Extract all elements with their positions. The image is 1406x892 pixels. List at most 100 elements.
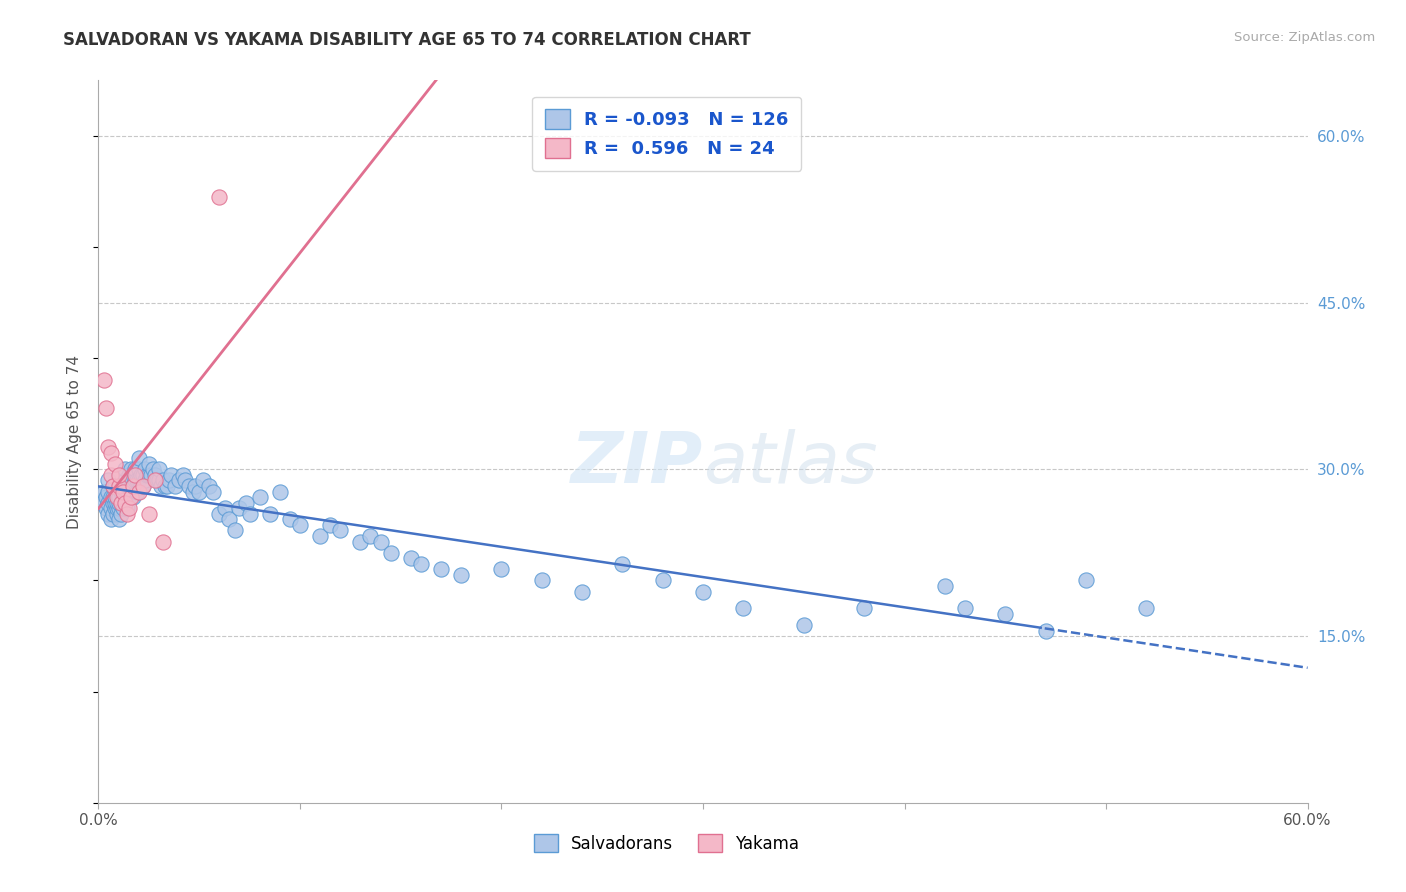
- Point: [114, 462, 136, 476]
- Point: [148, 474, 170, 488]
- Point: [111, 484, 134, 499]
- Point: [793, 618, 815, 632]
- Point: [105, 490, 128, 504]
- Point: [430, 562, 453, 576]
- Point: [288, 517, 311, 532]
- Point: [107, 490, 129, 504]
- Point: [100, 490, 122, 504]
- Point: [530, 574, 553, 588]
- Point: [138, 507, 160, 521]
- Point: [239, 507, 262, 521]
- Point: [111, 490, 134, 504]
- Point: [138, 467, 160, 482]
- Point: [128, 484, 150, 499]
- Point: [110, 507, 132, 521]
- Point: [278, 512, 301, 526]
- Point: [129, 467, 152, 482]
- Text: Source: ZipAtlas.com: Source: ZipAtlas.com: [1234, 31, 1375, 45]
- Point: [97, 507, 120, 521]
- Point: [399, 551, 422, 566]
- Point: [114, 474, 136, 488]
- Point: [100, 512, 122, 526]
- Point: [101, 507, 124, 521]
- Point: [174, 474, 197, 488]
- Point: [612, 557, 634, 571]
- Point: [152, 474, 174, 488]
- Point: [156, 479, 179, 493]
- Point: [124, 462, 146, 476]
- Point: [733, 601, 755, 615]
- Point: [491, 562, 513, 576]
- Point: [110, 496, 132, 510]
- Point: [97, 484, 120, 499]
- Point: [101, 496, 124, 510]
- Legend: Salvadorans, Yakama: Salvadorans, Yakama: [527, 828, 806, 860]
- Point: [224, 524, 246, 538]
- Point: [114, 484, 136, 499]
- Point: [114, 496, 136, 510]
- Point: [96, 501, 118, 516]
- Point: [107, 467, 129, 482]
- Point: [132, 479, 155, 493]
- Point: [1035, 624, 1057, 638]
- Point: [97, 440, 120, 454]
- Point: [110, 484, 132, 499]
- Point: [167, 474, 190, 488]
- Point: [103, 457, 125, 471]
- Point: [114, 496, 136, 510]
- Point: [118, 467, 141, 482]
- Point: [100, 445, 122, 459]
- Point: [120, 490, 142, 504]
- Point: [181, 484, 204, 499]
- Point: [120, 484, 142, 499]
- Point: [228, 501, 250, 516]
- Point: [121, 479, 143, 493]
- Point: [160, 467, 183, 482]
- Y-axis label: Disability Age 65 to 74: Disability Age 65 to 74: [67, 354, 83, 529]
- Point: [934, 579, 956, 593]
- Point: [692, 584, 714, 599]
- Point: [309, 529, 332, 543]
- Point: [129, 479, 152, 493]
- Point: [121, 479, 143, 493]
- Point: [101, 479, 124, 493]
- Point: [188, 484, 211, 499]
- Point: [208, 507, 231, 521]
- Text: ZIP: ZIP: [571, 429, 703, 498]
- Point: [349, 534, 371, 549]
- Point: [138, 457, 160, 471]
- Point: [103, 496, 125, 510]
- Point: [370, 534, 392, 549]
- Text: SALVADORAN VS YAKAMA DISABILITY AGE 65 TO 74 CORRELATION CHART: SALVADORAN VS YAKAMA DISABILITY AGE 65 T…: [63, 31, 751, 49]
- Point: [360, 529, 382, 543]
- Point: [125, 484, 148, 499]
- Point: [97, 474, 120, 488]
- Point: [179, 479, 201, 493]
- Point: [135, 467, 157, 482]
- Point: [97, 496, 120, 510]
- Point: [124, 467, 146, 482]
- Point: [120, 462, 142, 476]
- Point: [134, 474, 156, 488]
- Point: [115, 490, 138, 504]
- Point: [319, 517, 342, 532]
- Point: [202, 484, 225, 499]
- Point: [134, 462, 156, 476]
- Point: [128, 474, 150, 488]
- Point: [208, 190, 231, 204]
- Point: [105, 507, 128, 521]
- Point: [143, 467, 166, 482]
- Point: [105, 484, 128, 499]
- Point: [853, 601, 876, 615]
- Point: [101, 479, 124, 493]
- Point: [121, 490, 143, 504]
- Point: [329, 524, 352, 538]
- Point: [107, 496, 129, 510]
- Point: [994, 607, 1017, 621]
- Point: [571, 584, 593, 599]
- Point: [132, 467, 155, 482]
- Point: [193, 474, 215, 488]
- Point: [128, 451, 150, 466]
- Point: [118, 501, 141, 516]
- Point: [118, 479, 141, 493]
